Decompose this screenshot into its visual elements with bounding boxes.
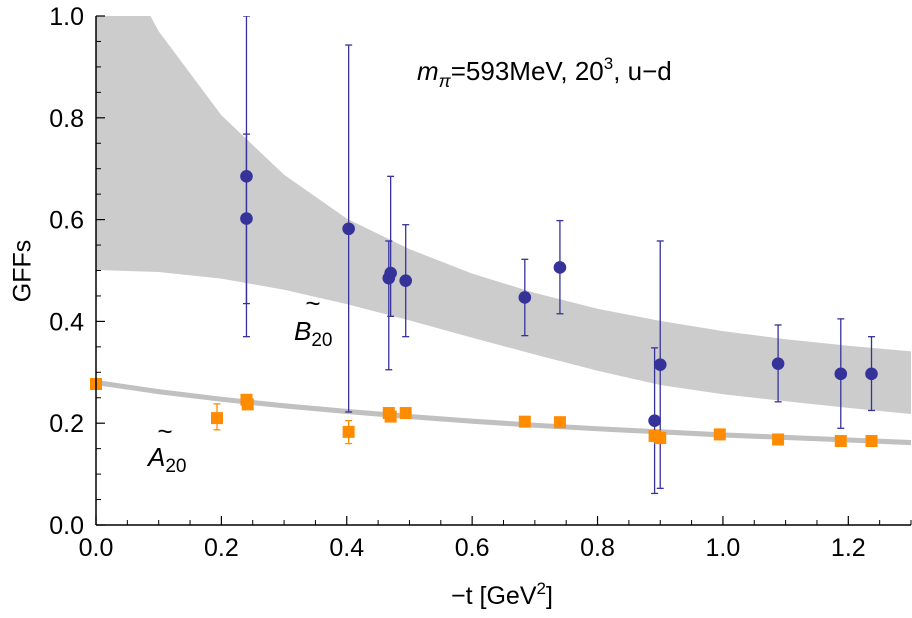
y-tick-label: 0.0	[49, 512, 84, 540]
b20-error-bar	[387, 175, 395, 317]
b20-data-point	[342, 222, 355, 236]
a20-data-point	[518, 415, 531, 428]
y-axis-title: GFFs	[9, 240, 37, 303]
b20-data-point	[553, 261, 567, 274]
a20-data-point	[241, 398, 254, 411]
b20-data-point	[399, 274, 413, 287]
annotation-superscript: 3	[604, 54, 613, 73]
x-tick-label: 0.6	[455, 534, 490, 562]
b20-data-point	[240, 212, 253, 225]
y-tick-label: 0.6	[49, 207, 84, 235]
a20-data-point	[384, 410, 397, 423]
a20-label-tilde: ~	[157, 416, 172, 446]
data-markers	[90, 170, 878, 448]
chart-annotation: mπ=593MeV, 203, u−d	[417, 54, 672, 91]
a20-data-point	[553, 416, 566, 429]
x-axis-title-sup: 2	[537, 579, 546, 598]
a20-data-point	[865, 435, 878, 448]
a20-label-text: A20	[146, 442, 186, 477]
a20-data-point	[772, 433, 785, 446]
axis-ticks: 0.0 0.2 0.4 0.6 0.8 1.0 1.2 0.0 0.2 0.4 0.6 0.8 1.0	[49, 3, 912, 562]
a20-data-point	[342, 425, 355, 438]
x-axis-title-main: −t [GeV	[451, 582, 537, 610]
a20-label-subscript: 20	[165, 456, 186, 477]
y-tick-label: 0.8	[49, 105, 84, 133]
a20-data-point	[654, 431, 667, 444]
x-tick-label: 1.2	[831, 534, 866, 562]
b20-data-point	[384, 266, 397, 280]
b20-label-tilde: ~	[305, 288, 320, 318]
fit-band-a20	[96, 379, 911, 446]
b20-error-bar	[242, 133, 250, 338]
b20-label-letter: B	[294, 316, 311, 346]
annotation-m: m	[417, 56, 439, 86]
x-tick-label: 1.0	[706, 534, 741, 562]
a20-data-point	[713, 428, 726, 441]
y-tick-label: 0.2	[49, 410, 84, 438]
b20-label-subscript: 20	[311, 330, 332, 351]
b20-data-point	[771, 357, 785, 370]
b20-curve-label: ~ B20	[294, 288, 332, 351]
x-tick-label: 0.8	[580, 534, 615, 562]
b20-data-point	[865, 367, 878, 381]
y-tick-label: 0.4	[49, 308, 84, 336]
annotation-tail: , u−d	[613, 56, 672, 86]
y-tick-label: 1.0	[49, 3, 84, 31]
x-tick-label: 0.4	[329, 534, 364, 562]
annotation-text: =593MeV, 20	[451, 56, 604, 86]
a20-data-point	[399, 407, 412, 420]
b20-data-point	[240, 170, 253, 183]
b20-label-text: B20	[294, 316, 332, 351]
x-axis-title-close: ]	[546, 582, 553, 610]
b20-data-point	[518, 291, 532, 304]
fit-band-b20	[96, 16, 911, 414]
x-tick-label: 0.0	[79, 534, 114, 562]
b20-data-point	[648, 414, 661, 427]
annotation-pi-subscript: π	[439, 71, 452, 91]
a20-data-point	[210, 412, 223, 425]
b20-data-point	[834, 367, 848, 381]
x-tick-label: 0.2	[204, 534, 239, 562]
a20-curve-label: ~ A20	[146, 416, 186, 477]
a20-label-letter: A	[146, 442, 165, 472]
x-axis-title: −t [GeV2]	[451, 579, 553, 610]
a20-data-point	[834, 435, 847, 448]
b20-data-point	[653, 358, 667, 371]
fit-bands	[96, 16, 911, 446]
